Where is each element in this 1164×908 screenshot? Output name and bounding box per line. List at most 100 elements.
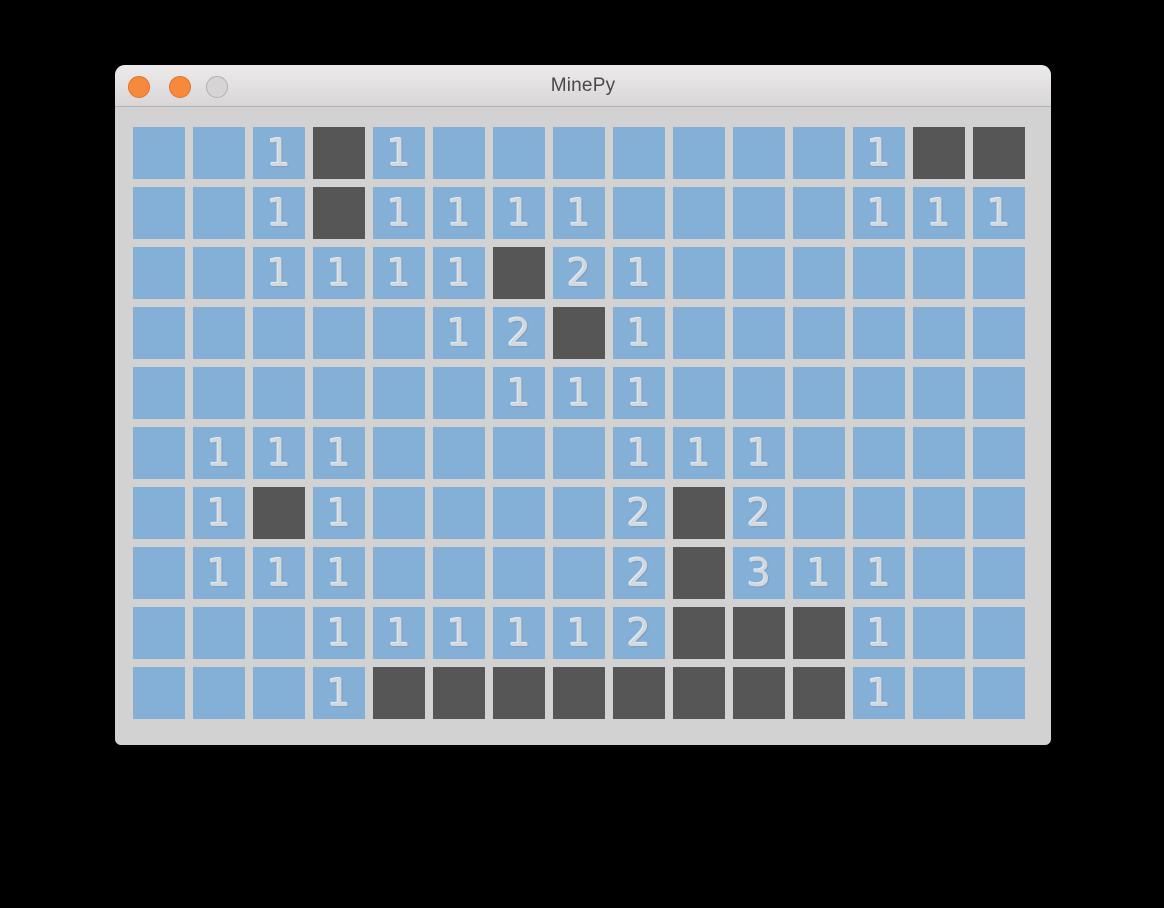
cell-r4-c9[interactable]: 1 — [613, 307, 665, 359]
cell-r5-c12[interactable] — [793, 367, 845, 419]
cell-r9-c11[interactable] — [733, 607, 785, 659]
titlebar[interactable]: MinePy — [115, 65, 1051, 107]
cell-r9-c14[interactable] — [913, 607, 965, 659]
cell-r7-c11[interactable]: 2 — [733, 487, 785, 539]
cell-r8-c7[interactable] — [493, 547, 545, 599]
cell-r7-c9[interactable]: 2 — [613, 487, 665, 539]
cell-r9-c8[interactable]: 1 — [553, 607, 605, 659]
cell-r3-c8[interactable]: 2 — [553, 247, 605, 299]
cell-r3-c3[interactable]: 1 — [253, 247, 305, 299]
cell-r2-c6[interactable]: 1 — [433, 187, 485, 239]
cell-r4-c2[interactable] — [193, 307, 245, 359]
cell-r7-c2[interactable]: 1 — [193, 487, 245, 539]
cell-r2-c13[interactable]: 1 — [853, 187, 905, 239]
cell-r8-c13[interactable]: 1 — [853, 547, 905, 599]
cell-r3-c5[interactable]: 1 — [373, 247, 425, 299]
cell-r1-c1[interactable] — [133, 127, 185, 179]
cell-r5-c5[interactable] — [373, 367, 425, 419]
cell-r4-c12[interactable] — [793, 307, 845, 359]
cell-r7-c12[interactable] — [793, 487, 845, 539]
cell-r7-c1[interactable] — [133, 487, 185, 539]
cell-r3-c6[interactable]: 1 — [433, 247, 485, 299]
cell-r3-c4[interactable]: 1 — [313, 247, 365, 299]
cell-r6-c12[interactable] — [793, 427, 845, 479]
close-button[interactable] — [128, 76, 150, 98]
cell-r2-c3[interactable]: 1 — [253, 187, 305, 239]
cell-r3-c1[interactable] — [133, 247, 185, 299]
cell-r1-c13[interactable]: 1 — [853, 127, 905, 179]
cell-r4-c3[interactable] — [253, 307, 305, 359]
cell-r9-c4[interactable]: 1 — [313, 607, 365, 659]
cell-r9-c3[interactable] — [253, 607, 305, 659]
cell-r7-c10[interactable] — [673, 487, 725, 539]
cell-r5-c10[interactable] — [673, 367, 725, 419]
cell-r4-c8[interactable] — [553, 307, 605, 359]
cell-r1-c8[interactable] — [553, 127, 605, 179]
cell-r5-c1[interactable] — [133, 367, 185, 419]
cell-r9-c13[interactable]: 1 — [853, 607, 905, 659]
cell-r8-c10[interactable] — [673, 547, 725, 599]
cell-r2-c1[interactable] — [133, 187, 185, 239]
cell-r10-c15[interactable] — [973, 667, 1025, 719]
cell-r2-c8[interactable]: 1 — [553, 187, 605, 239]
minimize-button[interactable] — [169, 76, 191, 98]
cell-r2-c12[interactable] — [793, 187, 845, 239]
cell-r8-c4[interactable]: 1 — [313, 547, 365, 599]
cell-r6-c9[interactable]: 1 — [613, 427, 665, 479]
cell-r2-c5[interactable]: 1 — [373, 187, 425, 239]
cell-r5-c14[interactable] — [913, 367, 965, 419]
cell-r6-c11[interactable]: 1 — [733, 427, 785, 479]
cell-r7-c8[interactable] — [553, 487, 605, 539]
cell-r9-c9[interactable]: 2 — [613, 607, 665, 659]
cell-r4-c7[interactable]: 2 — [493, 307, 545, 359]
cell-r8-c5[interactable] — [373, 547, 425, 599]
cell-r8-c12[interactable]: 1 — [793, 547, 845, 599]
cell-r2-c7[interactable]: 1 — [493, 187, 545, 239]
cell-r4-c15[interactable] — [973, 307, 1025, 359]
cell-r9-c12[interactable] — [793, 607, 845, 659]
cell-r8-c14[interactable] — [913, 547, 965, 599]
cell-r10-c4[interactable]: 1 — [313, 667, 365, 719]
cell-r4-c13[interactable] — [853, 307, 905, 359]
cell-r1-c12[interactable] — [793, 127, 845, 179]
cell-r10-c7[interactable] — [493, 667, 545, 719]
cell-r10-c12[interactable] — [793, 667, 845, 719]
cell-r1-c3[interactable]: 1 — [253, 127, 305, 179]
cell-r10-c8[interactable] — [553, 667, 605, 719]
cell-r8-c1[interactable] — [133, 547, 185, 599]
cell-r5-c7[interactable]: 1 — [493, 367, 545, 419]
cell-r2-c2[interactable] — [193, 187, 245, 239]
cell-r10-c14[interactable] — [913, 667, 965, 719]
cell-r9-c7[interactable]: 1 — [493, 607, 545, 659]
cell-r5-c2[interactable] — [193, 367, 245, 419]
cell-r1-c14[interactable] — [913, 127, 965, 179]
cell-r3-c2[interactable] — [193, 247, 245, 299]
cell-r4-c10[interactable] — [673, 307, 725, 359]
cell-r8-c15[interactable] — [973, 547, 1025, 599]
cell-r10-c6[interactable] — [433, 667, 485, 719]
cell-r9-c2[interactable] — [193, 607, 245, 659]
cell-r4-c11[interactable] — [733, 307, 785, 359]
cell-r10-c2[interactable] — [193, 667, 245, 719]
cell-r10-c10[interactable] — [673, 667, 725, 719]
cell-r4-c14[interactable] — [913, 307, 965, 359]
cell-r10-c13[interactable]: 1 — [853, 667, 905, 719]
cell-r1-c11[interactable] — [733, 127, 785, 179]
cell-r3-c9[interactable]: 1 — [613, 247, 665, 299]
cell-r6-c2[interactable]: 1 — [193, 427, 245, 479]
cell-r6-c13[interactable] — [853, 427, 905, 479]
cell-r5-c8[interactable]: 1 — [553, 367, 605, 419]
cell-r3-c15[interactable] — [973, 247, 1025, 299]
cell-r4-c1[interactable] — [133, 307, 185, 359]
cell-r7-c7[interactable] — [493, 487, 545, 539]
cell-r9-c10[interactable] — [673, 607, 725, 659]
cell-r10-c5[interactable] — [373, 667, 425, 719]
cell-r6-c3[interactable]: 1 — [253, 427, 305, 479]
cell-r6-c1[interactable] — [133, 427, 185, 479]
cell-r6-c4[interactable]: 1 — [313, 427, 365, 479]
cell-r7-c5[interactable] — [373, 487, 425, 539]
cell-r5-c6[interactable] — [433, 367, 485, 419]
cell-r8-c9[interactable]: 2 — [613, 547, 665, 599]
cell-r2-c4[interactable] — [313, 187, 365, 239]
cell-r3-c13[interactable] — [853, 247, 905, 299]
